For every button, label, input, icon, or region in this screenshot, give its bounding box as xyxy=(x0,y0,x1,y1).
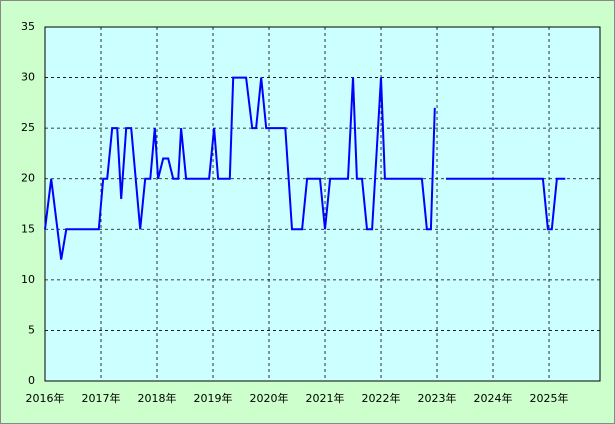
y-tick-label: 25 xyxy=(21,121,35,134)
y-tick-label: 15 xyxy=(21,222,35,235)
x-tick-label: 2016年 xyxy=(26,391,65,405)
x-tick-label: 2018年 xyxy=(138,391,177,405)
y-tick-label: 20 xyxy=(21,172,35,185)
y-tick-label: 10 xyxy=(21,273,35,286)
x-tick-label: 2022年 xyxy=(362,391,401,405)
data-line xyxy=(44,76,566,260)
x-tick-label: 2024年 xyxy=(474,391,513,405)
x-tick-label: 2019年 xyxy=(194,391,233,405)
y-tick-label: 0 xyxy=(28,374,35,387)
y-tick-label: 35 xyxy=(21,20,35,33)
y-tick-label: 5 xyxy=(28,323,35,336)
x-tick-label: 2021年 xyxy=(306,391,345,405)
x-tick-label: 2023年 xyxy=(418,391,457,405)
x-tick-label: 2017年 xyxy=(82,391,121,405)
y-tick-label: 30 xyxy=(21,71,35,84)
x-tick-label: 2020年 xyxy=(250,391,289,405)
x-tick-label: 2025年 xyxy=(530,391,569,405)
